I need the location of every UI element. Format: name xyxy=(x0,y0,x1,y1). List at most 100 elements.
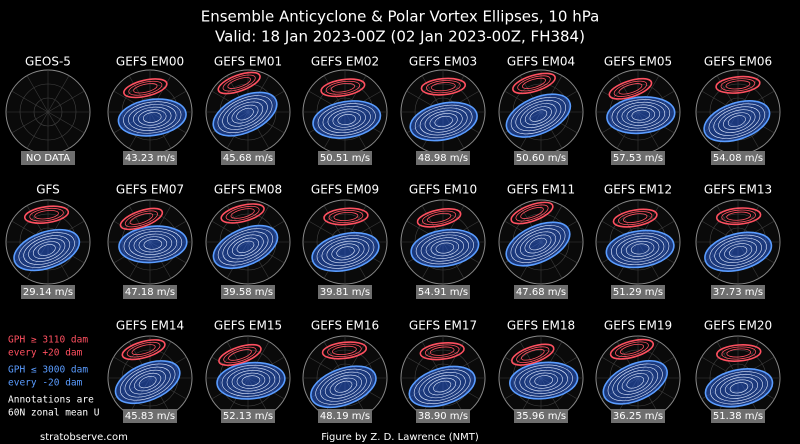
anticyclone-ellipse xyxy=(615,341,649,357)
map xyxy=(302,335,388,421)
anticyclone-ellipse xyxy=(129,213,154,225)
panel-label: GEFS EM10 xyxy=(409,183,477,197)
vortex-ellipse xyxy=(423,374,461,399)
legend-blue: every -20 dam xyxy=(8,378,83,389)
anticyclone-ellipse xyxy=(618,83,643,95)
vortex-ellipse xyxy=(606,96,676,135)
vortex-ellipse xyxy=(514,364,573,397)
annotation: 35.96 m/s xyxy=(516,411,566,422)
vortex-ellipse xyxy=(510,96,566,135)
anticyclone-ellipse xyxy=(720,78,756,92)
vortex-ellipse xyxy=(236,240,255,254)
annotation-box xyxy=(611,409,665,423)
vortex-ellipse xyxy=(428,377,456,396)
vortex-ellipse xyxy=(327,108,366,131)
vortex-ellipse xyxy=(322,106,371,134)
vortex-ellipse xyxy=(334,380,353,393)
vortex-ellipse xyxy=(704,368,774,408)
panel-label: GEFS EM04 xyxy=(507,55,575,69)
vortex-ellipse xyxy=(425,237,465,259)
vortex-ellipse xyxy=(231,237,259,257)
annotation: 36.25 m/s xyxy=(613,411,663,422)
anticyclone-ellipse xyxy=(218,343,262,367)
panel-label: GEFS EM18 xyxy=(507,319,575,333)
anticyclone-ellipse xyxy=(618,211,653,226)
anticyclone-ellipse xyxy=(131,344,156,356)
vortex-ellipse xyxy=(524,106,552,125)
anticyclone-ellipse xyxy=(517,75,551,92)
vortex-ellipse xyxy=(631,109,651,121)
vortex-ellipse xyxy=(227,234,264,260)
vortex-ellipse xyxy=(515,100,562,132)
annotation-box xyxy=(611,285,665,299)
anticyclone-ellipse xyxy=(323,207,369,226)
map xyxy=(5,199,91,285)
vortex-ellipse xyxy=(509,361,579,400)
anticyclone-ellipse xyxy=(225,205,260,222)
vortex-ellipse xyxy=(119,363,176,401)
panel-label: GEFS EM09 xyxy=(311,183,379,197)
vortex-ellipse xyxy=(630,243,650,255)
anticyclone-ellipse xyxy=(725,80,751,90)
vortex-ellipse xyxy=(415,231,474,265)
anticyclone-ellipse xyxy=(227,77,251,89)
vortex-ellipse xyxy=(719,240,758,263)
vortex-ellipse xyxy=(617,369,654,395)
vortex-ellipse xyxy=(602,359,668,405)
panel-label: GEFS EM15 xyxy=(214,319,282,333)
map xyxy=(595,69,681,155)
vortex-ellipse xyxy=(520,103,557,128)
anticyclone-ellipse xyxy=(416,208,462,228)
vortex-ellipse xyxy=(534,375,553,386)
annotation-box xyxy=(123,151,177,165)
anticyclone-ellipse xyxy=(715,75,761,94)
anticyclone-ellipse xyxy=(520,207,544,219)
map xyxy=(498,199,584,285)
panel-label: GEFS EM14 xyxy=(116,319,184,333)
map xyxy=(498,335,584,421)
vortex-ellipse xyxy=(611,232,670,266)
map xyxy=(498,69,584,155)
anticyclone-ellipse xyxy=(609,338,655,360)
anticyclone-ellipse xyxy=(327,343,362,358)
vortex-ellipse xyxy=(719,376,759,399)
meridian xyxy=(11,90,85,134)
anticyclone-ellipse xyxy=(228,349,252,361)
panel-label: GEFS EM00 xyxy=(116,55,184,69)
vortex-ellipse xyxy=(326,240,365,264)
vortex-ellipse xyxy=(310,365,377,409)
vortex-ellipse xyxy=(138,376,157,389)
vortex-ellipse xyxy=(222,231,269,263)
map xyxy=(400,199,486,285)
anticyclone-ellipse xyxy=(230,208,255,219)
vortex-ellipse xyxy=(626,376,644,389)
annotation: 45.68 m/s xyxy=(223,153,273,164)
vortex-ellipse xyxy=(519,231,557,257)
vortex-ellipse xyxy=(221,364,281,397)
anticyclone-ellipse xyxy=(119,207,164,231)
map xyxy=(595,335,681,421)
vortex-ellipse xyxy=(222,98,268,130)
vortex-ellipse xyxy=(724,243,753,261)
anticyclone-ellipse xyxy=(223,346,257,364)
anticyclone-ellipse xyxy=(721,346,757,360)
annotation: 39.81 m/s xyxy=(320,287,370,298)
annotation-box xyxy=(21,285,75,299)
anticyclone-ellipse xyxy=(622,213,648,223)
vortex-ellipse xyxy=(419,107,468,136)
vortex-ellipse xyxy=(420,234,469,262)
anticyclone-ellipse xyxy=(430,82,456,92)
annotation: 29.14 m/s xyxy=(23,287,73,298)
vortex-ellipse xyxy=(142,112,162,123)
vortex-ellipse xyxy=(505,93,572,138)
anticyclone-ellipse xyxy=(123,78,168,99)
vortex-ellipse xyxy=(114,360,181,405)
anticyclone-ellipse xyxy=(512,72,556,95)
map xyxy=(205,199,291,285)
vortex-ellipse xyxy=(524,234,552,254)
legend-red: every +20 dam xyxy=(8,348,83,359)
vortex-ellipse xyxy=(620,238,660,260)
anticyclone-ellipse xyxy=(330,82,356,93)
anticyclone-ellipse xyxy=(510,343,555,366)
vortex-ellipse xyxy=(625,240,655,258)
